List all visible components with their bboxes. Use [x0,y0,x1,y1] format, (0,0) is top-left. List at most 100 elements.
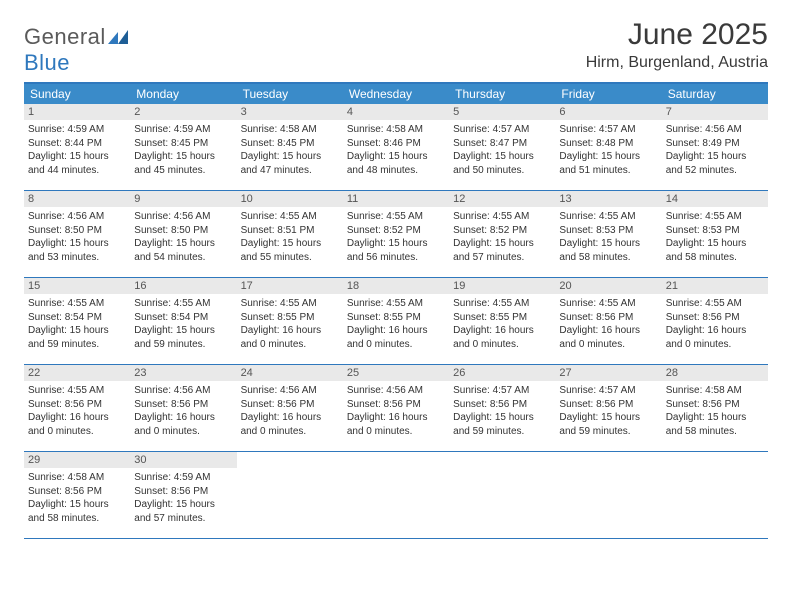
day-body: Sunrise: 4:57 AMSunset: 8:48 PMDaylight:… [559,123,657,177]
day-cell [237,452,343,538]
sunrise-line: Sunrise: 4:55 AM [453,210,551,224]
day-body: Sunrise: 4:59 AMSunset: 8:44 PMDaylight:… [28,123,126,177]
month-title: June 2025 [586,18,768,52]
location: Hirm, Burgenland, Austria [586,54,768,72]
day-number: 18 [343,278,449,294]
sunrise-line: Sunrise: 4:57 AM [453,123,551,137]
sunset-line: Sunset: 8:56 PM [559,398,657,412]
daylight-line: Daylight: 16 hours and 0 minutes. [347,324,445,351]
sunrise-line: Sunrise: 4:56 AM [666,123,764,137]
dow-monday: Monday [130,84,236,104]
logo: General Blue [24,24,130,76]
sunset-line: Sunset: 8:56 PM [453,398,551,412]
daylight-line: Daylight: 15 hours and 56 minutes. [347,237,445,264]
day-cell: 2Sunrise: 4:59 AMSunset: 8:45 PMDaylight… [130,104,236,190]
sunset-line: Sunset: 8:56 PM [134,485,232,499]
daylight-line: Daylight: 15 hours and 59 minutes. [28,324,126,351]
sunset-line: Sunset: 8:52 PM [347,224,445,238]
day-number: 28 [662,365,768,381]
sunset-line: Sunset: 8:56 PM [347,398,445,412]
sunrise-line: Sunrise: 4:58 AM [347,123,445,137]
daylight-line: Daylight: 15 hours and 59 minutes. [134,324,232,351]
day-cell: 29Sunrise: 4:58 AMSunset: 8:56 PMDayligh… [24,452,130,538]
dow-sunday: Sunday [24,84,130,104]
day-number: 4 [343,104,449,120]
day-number: 27 [555,365,661,381]
sunset-line: Sunset: 8:56 PM [28,398,126,412]
day-number: 24 [237,365,343,381]
sunrise-line: Sunrise: 4:57 AM [559,384,657,398]
day-cell: 13Sunrise: 4:55 AMSunset: 8:53 PMDayligh… [555,191,661,277]
day-number: 12 [449,191,555,207]
day-body: Sunrise: 4:58 AMSunset: 8:56 PMDaylight:… [666,384,764,438]
sunset-line: Sunset: 8:53 PM [559,224,657,238]
day-body: Sunrise: 4:55 AMSunset: 8:54 PMDaylight:… [134,297,232,351]
day-number: 9 [130,191,236,207]
sunset-line: Sunset: 8:50 PM [134,224,232,238]
day-cell: 19 Sunrise: 4:55 AMSunset: 8:55 PMDayligh… [449,278,555,364]
day-cell: 17Sunrise: 4:55 AMSunset: 8:55 PMDayligh… [237,278,343,364]
sunset-line: Sunset: 8:51 PM [241,224,339,238]
sunset-line: Sunset: 8:48 PM [559,137,657,151]
daylight-line: Daylight: 15 hours and 58 minutes. [559,237,657,264]
sunrise-line: Sunrise: 4:55 AM [347,297,445,311]
day-body: Sunrise: 4:57 AMSunset: 8:47 PMDaylight:… [453,123,551,177]
day-cell: 28 Sunrise: 4:58 AMSunset: 8:56 PMDayligh… [662,365,768,451]
day-number: 5 [449,104,555,120]
dow-thursday: Thursday [449,84,555,104]
daylight-line: Daylight: 15 hours and 45 minutes. [134,150,232,177]
day-body: Sunrise: 4:56 AMSunset: 8:49 PMDaylight:… [666,123,764,177]
day-body: Sunrise: 4:55 AMSunset: 8:53 PMDaylight:… [559,210,657,264]
sunrise-line: Sunrise: 4:55 AM [559,297,657,311]
day-number: 23 [130,365,236,381]
day-number: 10 [237,191,343,207]
sunrise-line: Sunrise: 4:55 AM [666,297,764,311]
day-cell: 20Sunrise: 4:55 AMSunset: 8:56 PMDayligh… [555,278,661,364]
sunrise-line: Sunrise: 4:56 AM [134,384,232,398]
sunset-line: Sunset: 8:45 PM [134,137,232,151]
day-body: Sunrise: 4:55 AMSunset: 8:55 PMDaylight:… [347,297,445,351]
logo-word-blue: Blue [24,50,70,75]
daylight-line: Daylight: 15 hours and 58 minutes. [666,411,764,438]
sunset-line: Sunset: 8:56 PM [666,311,764,325]
day-cell: 5 Sunrise: 4:57 AMSunset: 8:47 PMDaylight… [449,104,555,190]
header: General Blue June 2025 Hirm, Burgenland,… [24,18,768,76]
sunrise-line: Sunrise: 4:58 AM [666,384,764,398]
weeks-container: 1Sunrise: 4:59 AMSunset: 8:44 PMDaylight… [24,104,768,539]
day-cell [449,452,555,538]
logo-mark-icon [108,31,130,48]
day-cell: 14Sunrise: 4:55 AMSunset: 8:53 PMDayligh… [662,191,768,277]
sunset-line: Sunset: 8:53 PM [666,224,764,238]
daylight-line: Daylight: 15 hours and 58 minutes. [28,498,126,525]
day-body: Sunrise: 4:55 AMSunset: 8:55 PMDaylight:… [453,297,551,351]
sunrise-line: Sunrise: 4:56 AM [28,210,126,224]
day-cell: 11Sunrise: 4:55 AMSunset: 8:52 PMDayligh… [343,191,449,277]
daylight-line: Daylight: 15 hours and 51 minutes. [559,150,657,177]
sunrise-line: Sunrise: 4:55 AM [241,297,339,311]
sunset-line: Sunset: 8:56 PM [666,398,764,412]
day-number: 16 [130,278,236,294]
week-row: 22Sunrise: 4:55 AMSunset: 8:56 PMDayligh… [24,365,768,452]
sunset-line: Sunset: 8:55 PM [241,311,339,325]
title-block: June 2025 Hirm, Burgenland, Austria [586,18,768,72]
day-cell: 4 Sunrise: 4:58 AMSunset: 8:46 PMDaylight… [343,104,449,190]
day-body: Sunrise: 4:55 AMSunset: 8:54 PMDaylight:… [28,297,126,351]
sunrise-line: Sunrise: 4:59 AM [134,123,232,137]
day-number: 19 [449,278,555,294]
sunset-line: Sunset: 8:56 PM [28,485,126,499]
sunset-line: Sunset: 8:56 PM [134,398,232,412]
daylight-line: Daylight: 16 hours and 0 minutes. [241,411,339,438]
day-number: 3 [237,104,343,120]
day-number: 8 [24,191,130,207]
day-number: 14 [662,191,768,207]
sunrise-line: Sunrise: 4:55 AM [241,210,339,224]
sunrise-line: Sunrise: 4:55 AM [28,384,126,398]
day-cell [343,452,449,538]
sunrise-line: Sunrise: 4:59 AM [134,471,232,485]
day-body: Sunrise: 4:58 AMSunset: 8:46 PMDaylight:… [347,123,445,177]
daylight-line: Daylight: 15 hours and 59 minutes. [453,411,551,438]
day-body: Sunrise: 4:55 AMSunset: 8:55 PMDaylight:… [241,297,339,351]
sunset-line: Sunset: 8:46 PM [347,137,445,151]
daylight-line: Daylight: 15 hours and 54 minutes. [134,237,232,264]
daylight-line: Daylight: 15 hours and 48 minutes. [347,150,445,177]
